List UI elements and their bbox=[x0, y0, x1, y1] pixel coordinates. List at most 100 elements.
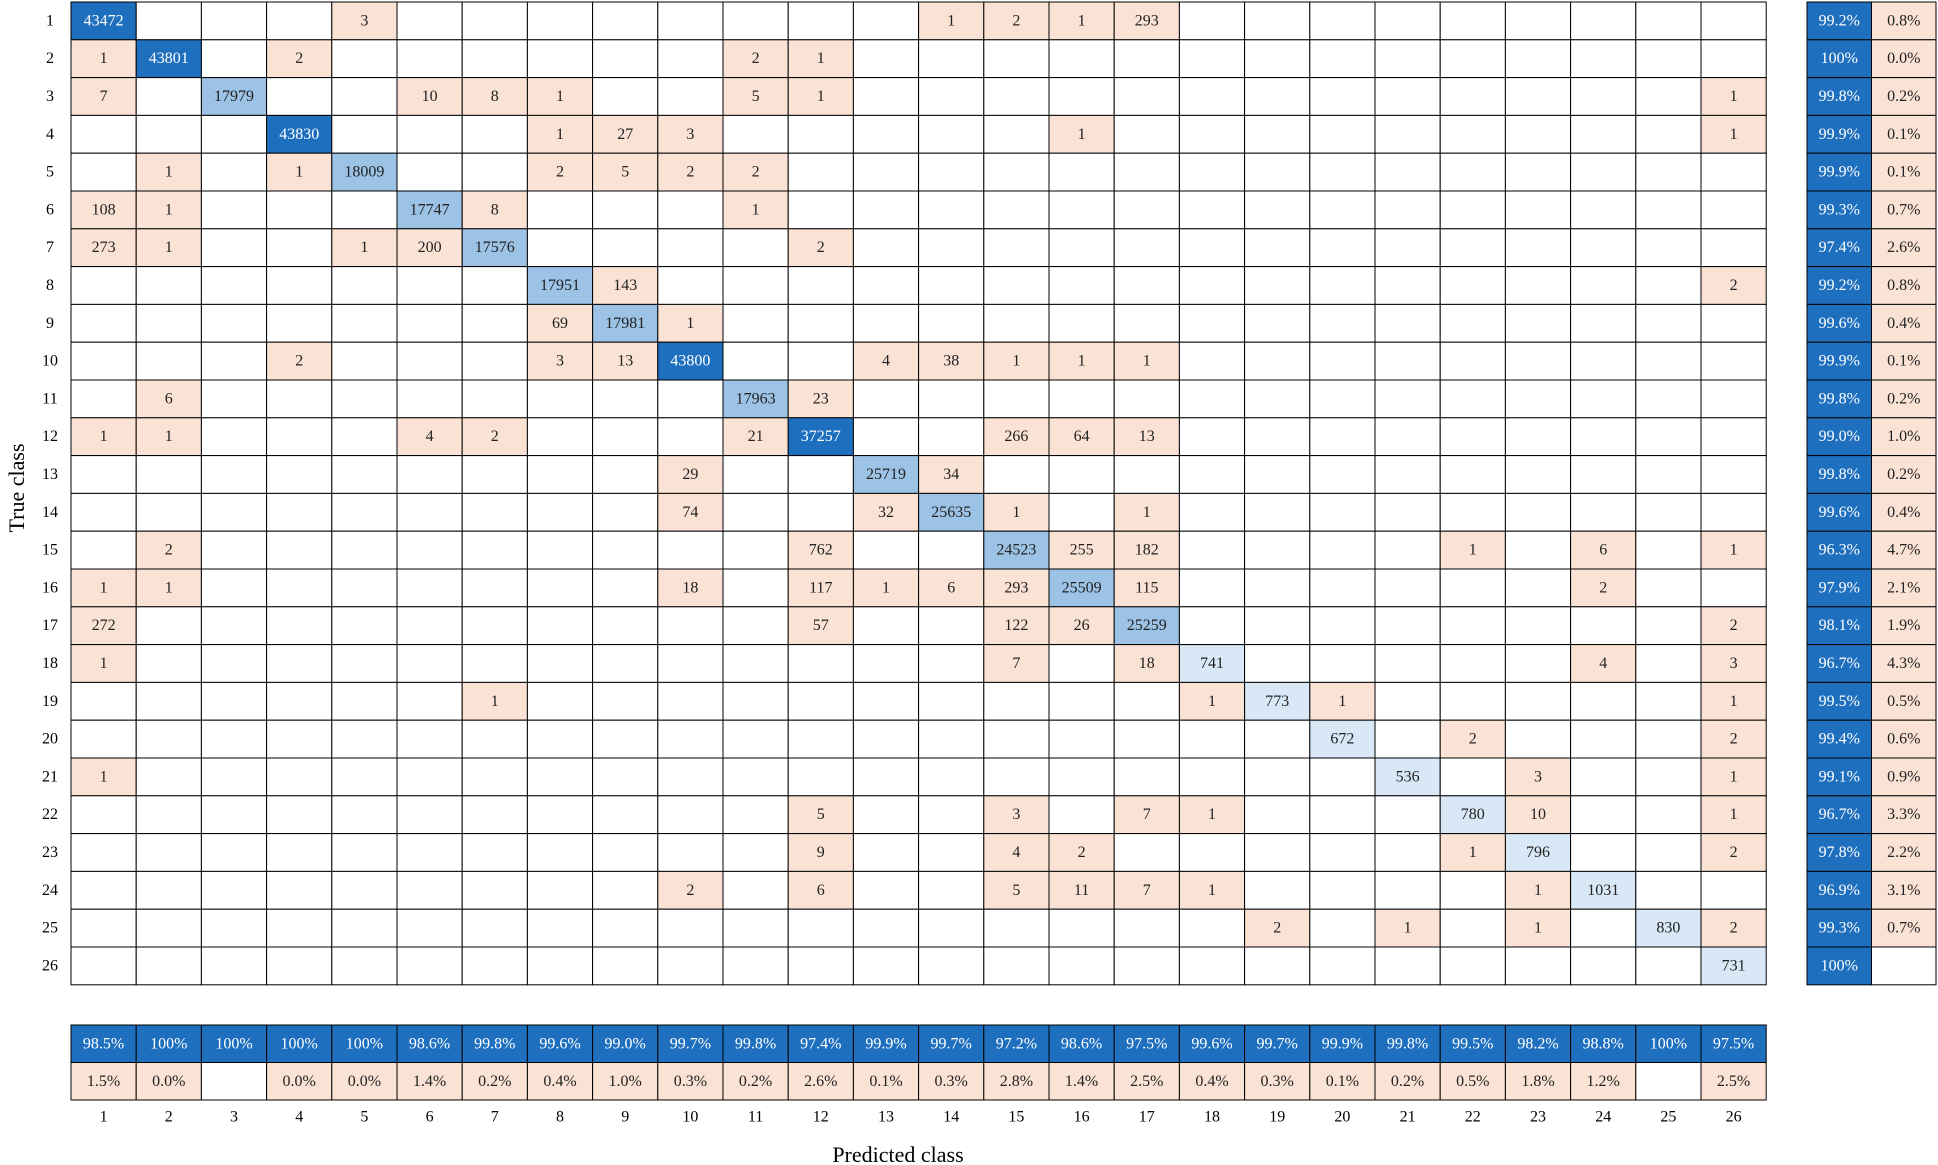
matrix-cell bbox=[1504, 190, 1572, 230]
matrix-cell bbox=[592, 1, 659, 41]
column-precision-cell bbox=[1113, 1024, 1180, 1063]
matrix-cell bbox=[657, 606, 724, 646]
column-precision-cell bbox=[526, 1024, 594, 1063]
matrix-cell bbox=[787, 341, 854, 381]
matrix-cell bbox=[461, 719, 528, 759]
cell-value: 1 bbox=[1730, 126, 1738, 143]
cell-value: 2 bbox=[1730, 617, 1738, 634]
matrix-cell bbox=[461, 39, 528, 79]
matrix-cell bbox=[787, 455, 854, 494]
cell-value: 773 bbox=[1265, 693, 1289, 710]
matrix-cell bbox=[331, 303, 398, 343]
matrix-cell bbox=[1635, 266, 1702, 305]
matrix-cell bbox=[592, 417, 659, 457]
column-error-value: 1.4% bbox=[413, 1073, 446, 1090]
matrix-cell bbox=[983, 833, 1050, 872]
column-error-cell bbox=[1700, 1062, 1767, 1101]
matrix-cell bbox=[1309, 1, 1376, 41]
column-error-cell bbox=[722, 1062, 789, 1101]
matrix-cell bbox=[592, 568, 659, 608]
y-tick-label: 2 bbox=[46, 50, 54, 67]
x-tick-label: 2 bbox=[165, 1109, 173, 1126]
row-error-value: 3.3% bbox=[1887, 806, 1920, 823]
matrix-cell bbox=[657, 77, 724, 116]
matrix-cell bbox=[331, 77, 398, 116]
matrix-cell bbox=[135, 455, 202, 494]
matrix-cell bbox=[918, 870, 985, 910]
matrix-cell bbox=[331, 455, 398, 494]
matrix-cell bbox=[266, 946, 333, 986]
matrix-cell bbox=[983, 681, 1050, 721]
matrix-cell bbox=[1374, 568, 1441, 608]
matrix-cell bbox=[592, 455, 659, 494]
matrix-cell bbox=[396, 908, 463, 948]
matrix-cell bbox=[1048, 417, 1115, 457]
matrix-cell bbox=[722, 908, 789, 948]
column-error-value: 1.2% bbox=[1587, 1073, 1620, 1090]
matrix-cell bbox=[1244, 530, 1311, 570]
x-tick-label: 18 bbox=[1204, 1109, 1220, 1126]
cell-value: 255 bbox=[1070, 542, 1094, 559]
matrix-cell bbox=[1374, 870, 1441, 910]
cell-value: 32 bbox=[878, 504, 894, 521]
column-precision-value: 99.5% bbox=[1452, 1035, 1493, 1052]
cell-value: 200 bbox=[418, 239, 442, 256]
column-precision-cell bbox=[331, 1024, 398, 1063]
matrix-cell bbox=[657, 303, 724, 343]
x-tick-label: 4 bbox=[295, 1109, 303, 1126]
matrix-cell bbox=[1113, 77, 1180, 116]
matrix-cell bbox=[200, 681, 268, 721]
cell-value: 1 bbox=[165, 428, 173, 445]
matrix-cell bbox=[70, 492, 137, 532]
row-recall-value: 99.2% bbox=[1819, 12, 1860, 29]
matrix-cell bbox=[918, 379, 985, 419]
column-precision-value: 99.7% bbox=[1257, 1035, 1298, 1052]
matrix-cell bbox=[852, 303, 920, 343]
matrix-cell bbox=[70, 681, 137, 721]
matrix-cell bbox=[592, 833, 659, 872]
matrix-cell bbox=[70, 870, 137, 910]
cell-value: 830 bbox=[1656, 920, 1680, 937]
x-tick-label: 26 bbox=[1726, 1109, 1742, 1126]
matrix-cell bbox=[1244, 190, 1311, 230]
matrix-cell bbox=[266, 341, 333, 381]
matrix-cell bbox=[526, 719, 594, 759]
cell-value: 182 bbox=[1135, 542, 1159, 559]
matrix-cell bbox=[918, 455, 985, 494]
x-tick-label: 15 bbox=[1008, 1109, 1024, 1126]
matrix-cell bbox=[983, 644, 1050, 683]
matrix-cell bbox=[592, 757, 659, 797]
diagonal-cell bbox=[1504, 833, 1572, 872]
x-tick-label: 25 bbox=[1660, 1109, 1676, 1126]
y-tick-label: 18 bbox=[42, 655, 58, 672]
matrix-cell bbox=[1504, 568, 1572, 608]
matrix-cell bbox=[657, 228, 724, 268]
diagonal-cell bbox=[331, 152, 398, 192]
cell-value: 25635 bbox=[931, 504, 971, 521]
column-error-value: 2.5% bbox=[1130, 1073, 1163, 1090]
matrix-cell bbox=[331, 719, 398, 759]
matrix-cell bbox=[70, 946, 137, 986]
matrix-cell bbox=[918, 1, 985, 41]
cell-value: 2 bbox=[1078, 844, 1086, 861]
matrix-cell bbox=[1570, 606, 1637, 646]
matrix-cell bbox=[1244, 492, 1311, 532]
cell-value: 7 bbox=[1143, 882, 1151, 899]
row-error-value: 1.9% bbox=[1887, 617, 1920, 634]
x-tick-label: 16 bbox=[1074, 1109, 1090, 1126]
column-precision-value: 99.9% bbox=[865, 1035, 906, 1052]
row-error-cell bbox=[1871, 719, 1937, 759]
matrix-cell bbox=[461, 190, 528, 230]
matrix-cell bbox=[70, 795, 137, 835]
matrix-cell bbox=[1113, 39, 1180, 79]
matrix-cell bbox=[266, 417, 333, 457]
matrix-cell bbox=[1700, 77, 1767, 116]
column-precision-value: 100% bbox=[150, 1035, 187, 1052]
cell-value: 272 bbox=[92, 617, 116, 634]
matrix-cell bbox=[331, 1, 398, 41]
y-tick-label: 15 bbox=[42, 542, 58, 559]
matrix-cell bbox=[461, 757, 528, 797]
y-axis-label: True class bbox=[4, 443, 29, 532]
row-error-cell bbox=[1871, 455, 1937, 494]
matrix-cell bbox=[200, 644, 268, 683]
